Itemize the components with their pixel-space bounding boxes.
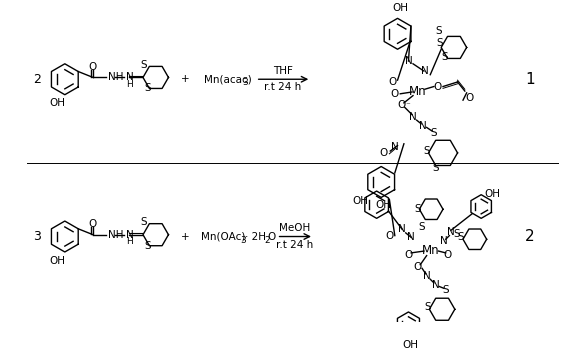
Text: +: + bbox=[182, 74, 190, 84]
Text: OH: OH bbox=[392, 3, 408, 13]
Text: H: H bbox=[126, 237, 132, 246]
Text: O: O bbox=[385, 231, 393, 240]
Text: S: S bbox=[141, 217, 147, 227]
Text: Mn: Mn bbox=[423, 244, 440, 257]
Text: 2: 2 bbox=[525, 229, 534, 244]
Text: S: S bbox=[144, 83, 151, 94]
Text: N: N bbox=[419, 121, 427, 131]
Text: O: O bbox=[89, 61, 97, 72]
Text: THF: THF bbox=[273, 66, 293, 76]
Text: H: H bbox=[126, 80, 132, 89]
Text: S: S bbox=[141, 60, 147, 70]
Text: N: N bbox=[398, 224, 406, 234]
Text: Mn: Mn bbox=[408, 84, 427, 98]
Text: 1: 1 bbox=[525, 72, 534, 87]
Text: N: N bbox=[126, 230, 134, 240]
Text: N: N bbox=[126, 73, 134, 82]
Text: S: S bbox=[457, 232, 464, 243]
Text: N: N bbox=[432, 280, 440, 290]
Text: N: N bbox=[447, 227, 455, 237]
Text: r.t 24 h: r.t 24 h bbox=[276, 240, 314, 250]
Text: O: O bbox=[404, 250, 413, 260]
Text: O: O bbox=[434, 82, 442, 91]
Text: OH: OH bbox=[402, 340, 418, 349]
Text: N: N bbox=[391, 142, 398, 153]
Text: N: N bbox=[423, 270, 431, 281]
Text: Mn(OAc): Mn(OAc) bbox=[201, 231, 246, 242]
Text: NH: NH bbox=[108, 73, 123, 82]
Text: OH: OH bbox=[352, 196, 368, 206]
Text: OH: OH bbox=[49, 98, 65, 108]
Text: S: S bbox=[454, 229, 460, 239]
Text: +: + bbox=[182, 231, 190, 242]
Text: 3: 3 bbox=[240, 236, 246, 245]
Text: O: O bbox=[89, 219, 97, 229]
Text: Mn(acac): Mn(acac) bbox=[204, 74, 251, 84]
Text: N: N bbox=[404, 56, 413, 66]
Text: OH: OH bbox=[49, 255, 65, 266]
Text: N: N bbox=[407, 232, 415, 243]
Text: MeOH: MeOH bbox=[279, 223, 311, 233]
Text: O: O bbox=[444, 250, 452, 260]
Text: S: S bbox=[441, 52, 448, 61]
Text: O: O bbox=[379, 148, 387, 158]
Text: O: O bbox=[465, 93, 473, 103]
Text: OH: OH bbox=[484, 189, 500, 199]
Text: S: S bbox=[435, 26, 442, 36]
Text: 2: 2 bbox=[33, 73, 41, 86]
Text: ⁻: ⁻ bbox=[405, 101, 410, 110]
Text: O: O bbox=[391, 89, 399, 99]
Text: NH: NH bbox=[108, 230, 123, 240]
Text: S: S bbox=[424, 303, 431, 312]
Text: S: S bbox=[436, 38, 442, 48]
Text: S: S bbox=[414, 204, 421, 214]
Text: S: S bbox=[144, 241, 151, 251]
Text: S: S bbox=[442, 285, 449, 295]
Text: r.t 24 h: r.t 24 h bbox=[264, 82, 302, 92]
Text: N: N bbox=[440, 236, 448, 246]
Text: S: S bbox=[431, 128, 437, 138]
Text: N: N bbox=[421, 66, 429, 76]
Text: O: O bbox=[388, 77, 396, 87]
Text: 3: 3 bbox=[33, 230, 41, 243]
Text: S: S bbox=[432, 163, 439, 173]
Text: S: S bbox=[419, 222, 425, 232]
Text: 3: 3 bbox=[242, 79, 248, 87]
Text: O: O bbox=[397, 100, 406, 110]
Text: OH: OH bbox=[375, 200, 391, 210]
Text: N: N bbox=[409, 112, 417, 121]
Text: · 2H: · 2H bbox=[245, 231, 266, 242]
Text: 2: 2 bbox=[264, 236, 270, 245]
Text: S: S bbox=[423, 146, 430, 156]
Text: O: O bbox=[268, 231, 276, 242]
Text: O: O bbox=[413, 261, 422, 272]
